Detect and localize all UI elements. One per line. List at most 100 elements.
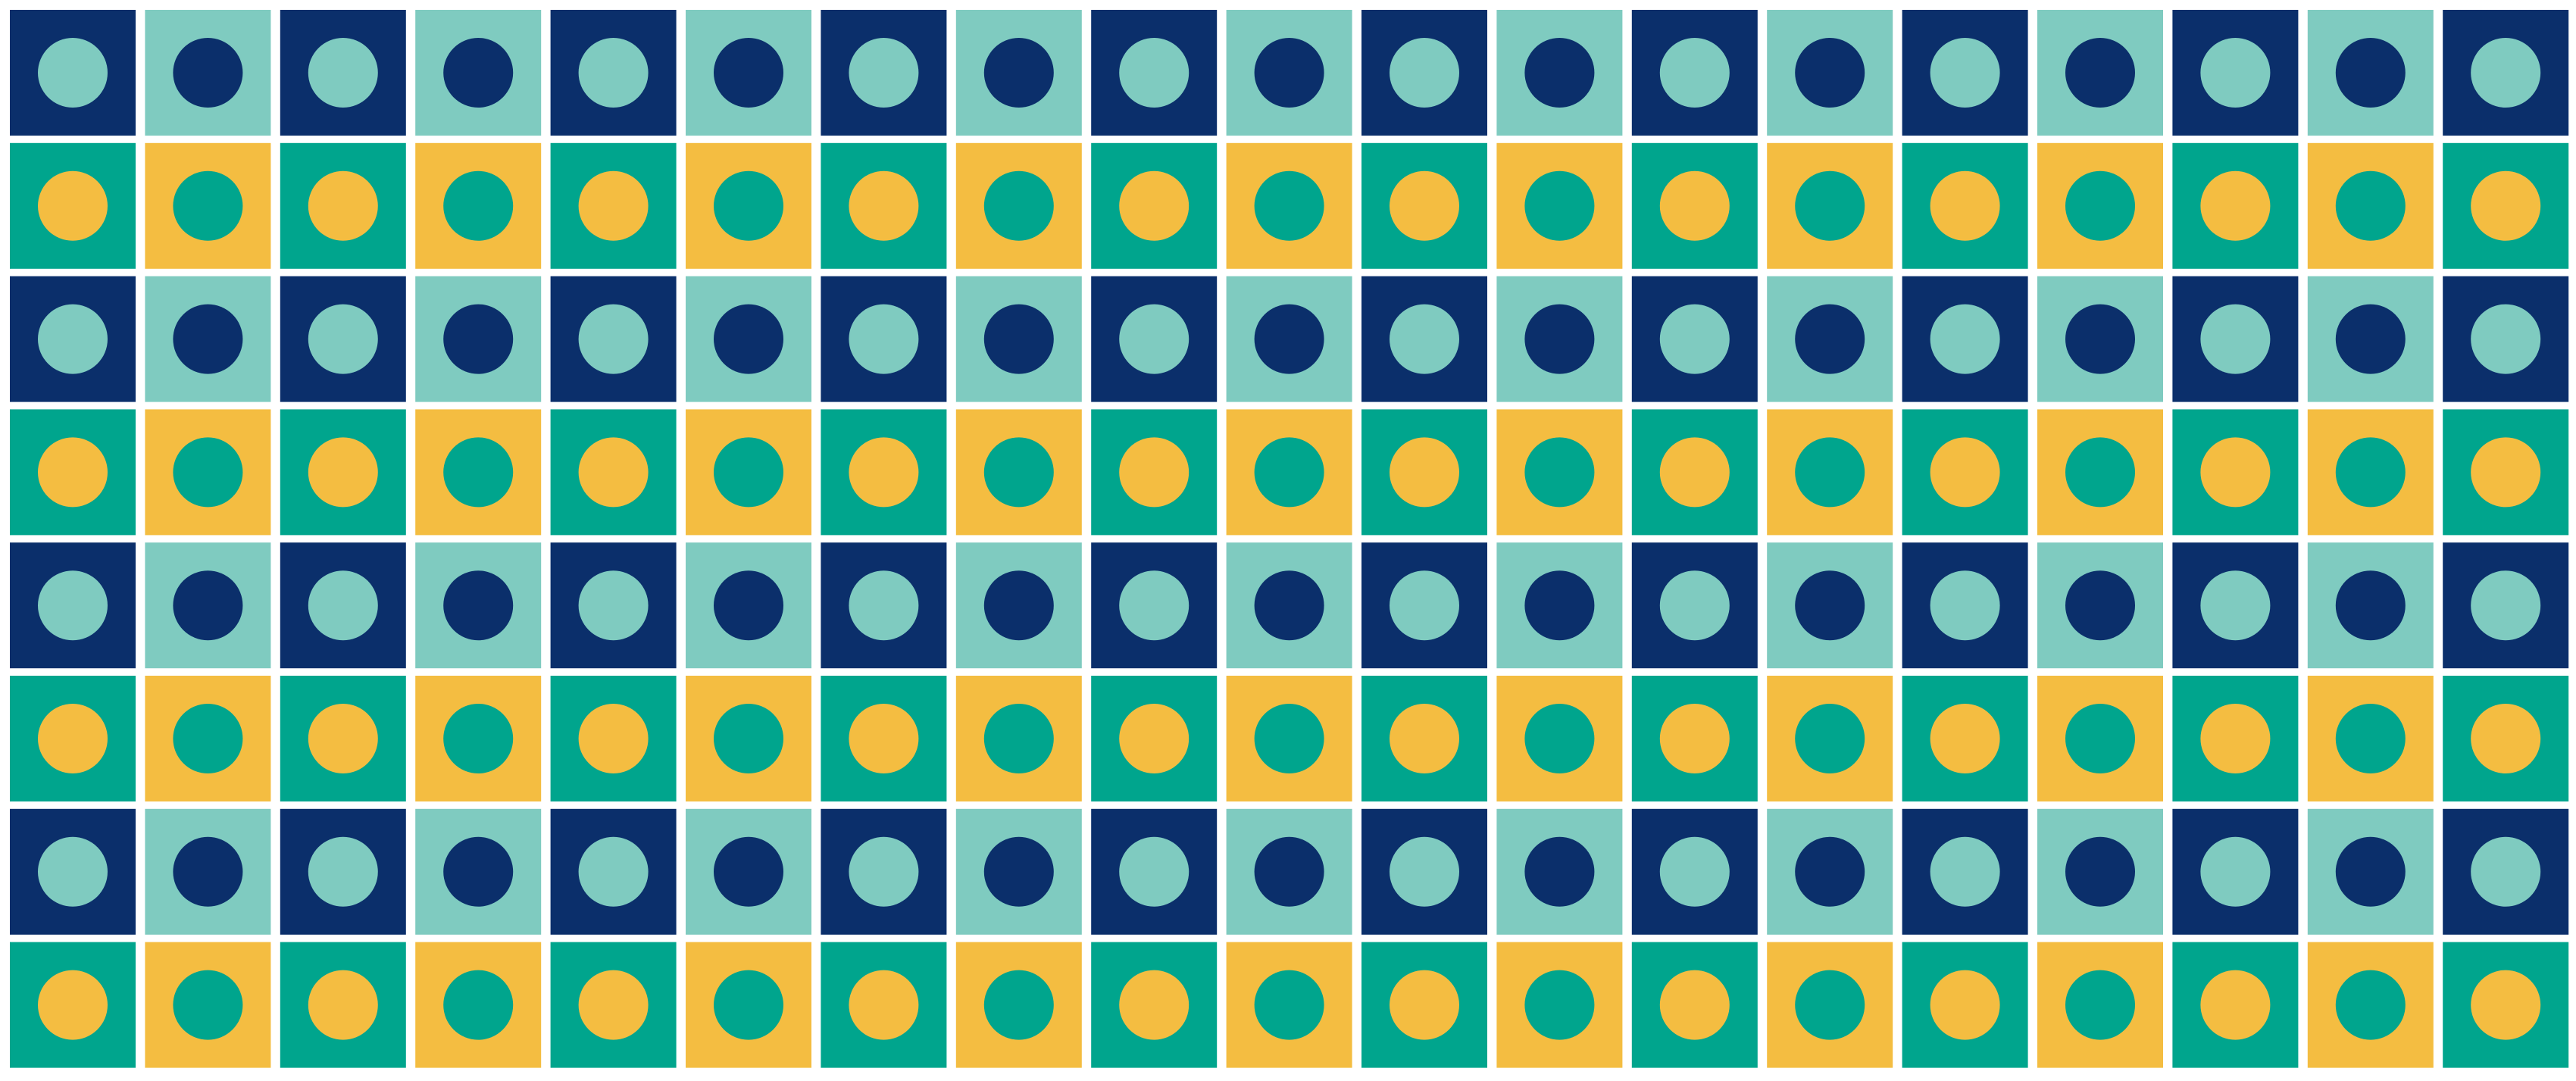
tile-dot [1795, 704, 1865, 773]
tile-dot [2335, 704, 2406, 773]
pattern-tile [550, 542, 677, 669]
pattern-tile [10, 276, 136, 402]
pattern-tile [550, 676, 677, 801]
pattern-tile [280, 942, 406, 1068]
tile-dot [2335, 437, 2406, 508]
tile-dot [1659, 38, 1730, 108]
tile-dot [578, 836, 649, 907]
tile-dot [2065, 570, 2135, 641]
pattern-tile [1496, 942, 1623, 1068]
pattern-tile [2037, 542, 2163, 669]
pattern-tile [2443, 808, 2569, 935]
pattern-tile [1631, 676, 1758, 801]
pattern-tile [2172, 276, 2299, 402]
pattern-tile [10, 942, 136, 1068]
tile-dot [38, 836, 108, 907]
tile-dot [38, 38, 108, 108]
tile-dot [1254, 970, 1324, 1040]
tile-dot [2065, 170, 2135, 241]
tile-dot [849, 437, 919, 508]
pattern-tile [2307, 542, 2434, 669]
tile-dot [308, 437, 378, 508]
tile-dot [578, 38, 649, 108]
pattern-tile [1902, 142, 2028, 269]
tile-dot [714, 304, 783, 374]
tile-dot [1930, 970, 2000, 1040]
tile-dot [443, 437, 514, 508]
pattern-tile [1767, 808, 1893, 935]
pattern-tile [415, 542, 542, 669]
pattern-tile [415, 808, 542, 935]
pattern-tile [1767, 409, 1893, 536]
pattern-tile [1361, 409, 1487, 536]
tile-dot [1119, 304, 1190, 374]
pattern-tile [145, 409, 271, 536]
tile-dot [1254, 704, 1324, 773]
tile-dot [983, 970, 1054, 1040]
pattern-tile [415, 10, 542, 136]
pattern-tile [821, 142, 947, 269]
tile-dot [443, 38, 514, 108]
tile-dot [1390, 170, 1459, 241]
tile-dot [1659, 570, 1730, 641]
pattern-tile [2307, 409, 2434, 536]
tile-dot [1795, 170, 1865, 241]
tile-dot [849, 970, 919, 1040]
pattern-tile [280, 808, 406, 935]
tile-dot [578, 170, 649, 241]
tile-dot [1390, 704, 1459, 773]
tile-dot [1524, 304, 1595, 374]
tile-dot [2065, 304, 2135, 374]
tile-dot [849, 170, 919, 241]
tile-dot [849, 304, 919, 374]
tile-dot [1254, 170, 1324, 241]
tile-dot [1795, 836, 1865, 907]
tile-dot [1795, 970, 1865, 1040]
pattern-tile [2037, 808, 2163, 935]
pattern-tile [2172, 676, 2299, 801]
pattern-tile [2307, 676, 2434, 801]
pattern-tile [1091, 10, 1218, 136]
tile-dot [1795, 304, 1865, 374]
tile-dot [714, 970, 783, 1040]
tile-dot [1119, 437, 1190, 508]
tile-dot [2200, 304, 2271, 374]
pattern-tile [2443, 676, 2569, 801]
pattern-tile [10, 542, 136, 669]
tile-dot [1254, 570, 1324, 641]
pattern-tile [1631, 942, 1758, 1068]
tile-dot [714, 38, 783, 108]
pattern-tile [1361, 10, 1487, 136]
pattern-tile [10, 142, 136, 269]
pattern-tile [550, 942, 677, 1068]
pattern-tile [2172, 942, 2299, 1068]
pattern-tile [1091, 942, 1218, 1068]
pattern-tile [955, 542, 1082, 669]
tile-dot [2471, 970, 2541, 1040]
tile-dot [1119, 970, 1190, 1040]
pattern-tile [821, 676, 947, 801]
tile-dot [2471, 704, 2541, 773]
tile-dot [1254, 38, 1324, 108]
pattern-tile [1902, 942, 2028, 1068]
pattern-tile [145, 942, 271, 1068]
tile-dot [2471, 836, 2541, 907]
pattern-tile [550, 808, 677, 935]
tile-dot [983, 570, 1054, 641]
pattern-tile [686, 676, 811, 801]
tile-dot [1119, 38, 1190, 108]
tile-dot [38, 170, 108, 241]
tile-dot [714, 704, 783, 773]
pattern-tile [686, 808, 811, 935]
pattern-tile [1091, 808, 1218, 935]
tile-dot [714, 170, 783, 241]
pattern-tile [145, 542, 271, 669]
tile-dot [1659, 304, 1730, 374]
tile-dot [1119, 836, 1190, 907]
pattern-tile [955, 676, 1082, 801]
pattern-tile [2443, 542, 2569, 669]
pattern-tile [1631, 542, 1758, 669]
tile-dot [2471, 170, 2541, 241]
pattern-tile [2172, 542, 2299, 669]
tile-dot [1659, 836, 1730, 907]
